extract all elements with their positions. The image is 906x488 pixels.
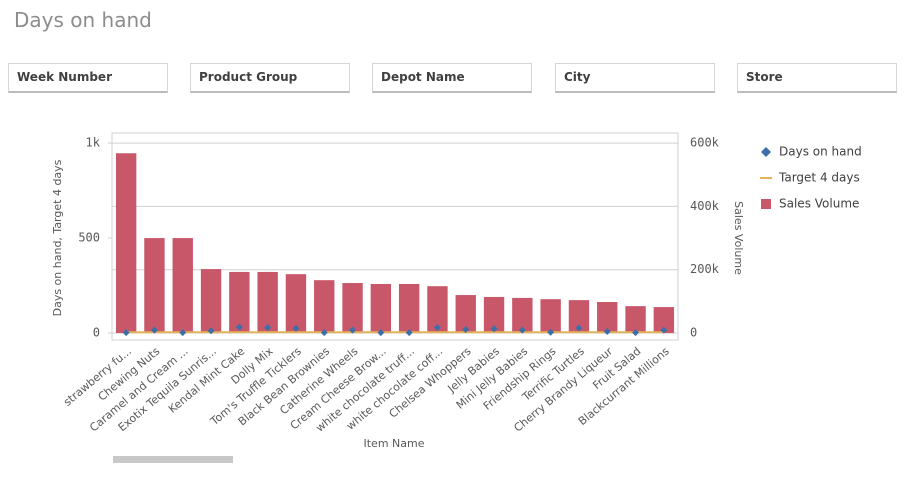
x-axis-title: Item Name (364, 437, 425, 450)
point (603, 327, 611, 335)
y2-tick-label: 0 (690, 326, 697, 340)
bar (314, 280, 335, 334)
bar (257, 271, 278, 334)
filter[interactable]: Store (737, 63, 897, 93)
filter[interactable]: Week Number (8, 63, 168, 93)
point (518, 326, 526, 334)
legend-label: Target 4 days (778, 171, 860, 185)
bar (597, 302, 618, 334)
legend-label: Days on hand (779, 145, 862, 159)
bar (427, 286, 448, 334)
point (150, 326, 158, 334)
point (547, 328, 555, 336)
bar (455, 295, 476, 334)
filter[interactable]: Product Group (190, 63, 350, 93)
point (433, 324, 441, 332)
point (122, 329, 130, 337)
bar (568, 300, 590, 334)
point (320, 329, 328, 337)
y2-axis-title: Sales Volume (732, 201, 745, 275)
point (490, 325, 498, 333)
y-axis-title: Days on hand, Target 4 days (51, 159, 64, 316)
bar (115, 153, 137, 334)
bar (285, 274, 307, 334)
y-tick-label: 0 (93, 325, 100, 339)
bar (398, 283, 420, 334)
filter[interactable]: City (555, 63, 715, 93)
point (575, 324, 583, 332)
scrollbar[interactable] (113, 456, 233, 463)
point (405, 329, 413, 337)
point (179, 329, 187, 337)
plot-frame (111, 132, 679, 341)
bar (229, 271, 250, 334)
bar (625, 306, 646, 334)
point (292, 324, 300, 332)
bar (342, 283, 363, 334)
bar (370, 283, 392, 334)
filter[interactable]: Depot Name (372, 63, 532, 93)
bar (540, 299, 561, 334)
bar (172, 238, 193, 334)
point (264, 324, 272, 332)
legend-label: Sales Volume (779, 197, 859, 211)
bar (144, 238, 165, 334)
bar (200, 269, 222, 334)
chart-title: Days on hand (14, 8, 152, 32)
y2-tick-label: 600k (690, 136, 720, 150)
point (462, 326, 470, 334)
point (207, 327, 215, 335)
y2-tick-label: 400k (690, 199, 720, 213)
point (235, 323, 243, 331)
y-tick-label: 500 (78, 231, 100, 245)
y-tick-label: 1k (86, 136, 101, 150)
legend-swatch (761, 199, 771, 209)
y2-tick-label: 200k (690, 262, 720, 276)
bar (653, 307, 675, 334)
legend-swatch (761, 147, 771, 157)
bar (512, 297, 533, 334)
point (632, 329, 640, 337)
bar (483, 296, 505, 334)
point (349, 326, 357, 334)
point (377, 329, 385, 337)
point (660, 326, 668, 334)
